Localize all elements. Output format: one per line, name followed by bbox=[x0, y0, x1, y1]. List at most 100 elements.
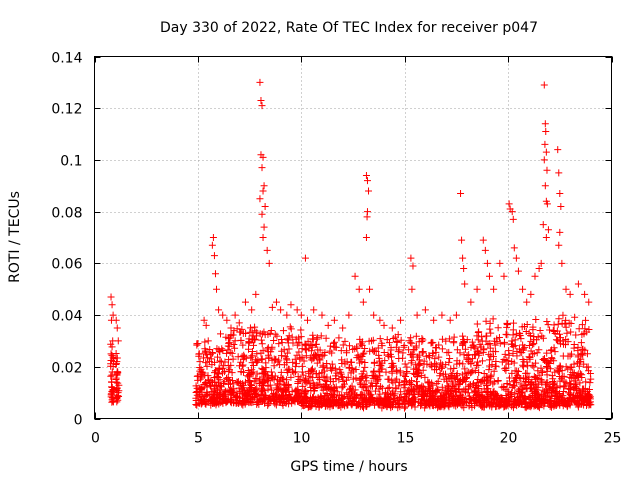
data-point bbox=[221, 358, 229, 366]
data-point bbox=[412, 332, 420, 340]
data-point bbox=[113, 394, 121, 402]
grid-lines bbox=[94, 56, 612, 419]
data-point bbox=[317, 392, 325, 400]
data-point bbox=[211, 385, 219, 393]
data-point bbox=[476, 396, 484, 404]
data-point bbox=[524, 362, 532, 370]
data-point bbox=[258, 340, 266, 348]
data-point bbox=[370, 367, 378, 375]
data-point bbox=[270, 376, 278, 384]
data-point bbox=[453, 360, 461, 368]
data-point bbox=[202, 347, 210, 355]
data-point bbox=[413, 383, 421, 391]
data-point bbox=[542, 234, 550, 241]
data-point bbox=[395, 346, 403, 354]
data-point bbox=[544, 226, 552, 234]
data-point bbox=[480, 369, 488, 377]
data-point bbox=[208, 348, 216, 356]
data-point bbox=[331, 365, 339, 373]
data-point bbox=[585, 391, 593, 399]
data-point bbox=[540, 81, 548, 89]
data-point bbox=[385, 352, 393, 360]
data-point bbox=[301, 390, 309, 398]
data-point bbox=[268, 303, 276, 311]
data-point bbox=[509, 381, 517, 389]
data-point bbox=[541, 120, 549, 128]
data-point bbox=[278, 339, 286, 347]
data-point bbox=[267, 326, 275, 334]
data-point bbox=[535, 404, 543, 412]
data-point bbox=[360, 349, 368, 357]
data-point bbox=[292, 386, 300, 394]
data-point bbox=[272, 355, 280, 363]
data-point bbox=[426, 402, 434, 410]
data-point bbox=[408, 351, 416, 359]
data-point bbox=[341, 402, 349, 410]
data-point bbox=[515, 387, 523, 395]
data-point bbox=[553, 366, 561, 374]
data-point bbox=[402, 372, 410, 380]
data-point bbox=[252, 391, 260, 399]
data-point bbox=[266, 394, 274, 402]
data-point bbox=[355, 285, 363, 293]
data-point bbox=[203, 362, 211, 370]
data-point bbox=[215, 306, 223, 314]
data-point bbox=[298, 362, 306, 370]
data-point bbox=[432, 361, 440, 369]
data-point bbox=[426, 353, 434, 361]
data-point bbox=[326, 347, 334, 355]
data-point bbox=[426, 383, 434, 391]
data-point bbox=[270, 336, 278, 344]
data-point bbox=[238, 325, 246, 333]
data-point bbox=[238, 362, 246, 370]
data-point bbox=[261, 331, 269, 339]
data-point bbox=[113, 371, 121, 379]
data-point bbox=[515, 396, 523, 404]
data-point bbox=[258, 164, 266, 172]
data-point bbox=[553, 327, 561, 335]
data-point bbox=[347, 358, 355, 366]
data-point bbox=[486, 319, 494, 327]
data-point bbox=[378, 404, 386, 412]
data-point bbox=[426, 361, 434, 369]
data-point bbox=[536, 394, 544, 402]
data-point bbox=[378, 384, 386, 392]
data-point bbox=[438, 345, 446, 353]
data-point bbox=[253, 358, 261, 366]
data-point bbox=[257, 349, 265, 357]
data-point bbox=[279, 401, 287, 409]
data-point bbox=[571, 383, 579, 391]
data-point bbox=[241, 298, 249, 306]
data-point bbox=[198, 393, 206, 401]
data-point bbox=[440, 391, 448, 399]
x-tick-label: 25 bbox=[604, 431, 622, 447]
data-point bbox=[366, 285, 374, 293]
data-point bbox=[288, 333, 296, 341]
data-point bbox=[297, 311, 305, 319]
data-point bbox=[297, 326, 305, 334]
data-point bbox=[391, 333, 399, 341]
data-point bbox=[542, 363, 550, 371]
data-point bbox=[236, 379, 244, 387]
data-point bbox=[422, 352, 430, 360]
data-point bbox=[556, 190, 564, 198]
data-point bbox=[479, 236, 487, 244]
data-point bbox=[469, 355, 477, 363]
data-point bbox=[409, 385, 417, 393]
data-point bbox=[113, 358, 121, 366]
data-point bbox=[466, 396, 474, 404]
data-point bbox=[410, 346, 418, 354]
data-point bbox=[543, 166, 551, 174]
data-point bbox=[566, 380, 574, 388]
data-point bbox=[363, 213, 371, 221]
data-point bbox=[434, 377, 442, 385]
data-point bbox=[533, 389, 541, 397]
data-point bbox=[242, 390, 250, 398]
data-point bbox=[485, 397, 493, 405]
data-point bbox=[326, 364, 334, 372]
chart-title: Day 330 of 2022, Rate Of TEC Index for r… bbox=[160, 20, 538, 36]
data-point bbox=[523, 402, 531, 410]
data-point bbox=[491, 396, 499, 404]
data-point bbox=[367, 379, 375, 387]
data-point bbox=[420, 392, 428, 400]
